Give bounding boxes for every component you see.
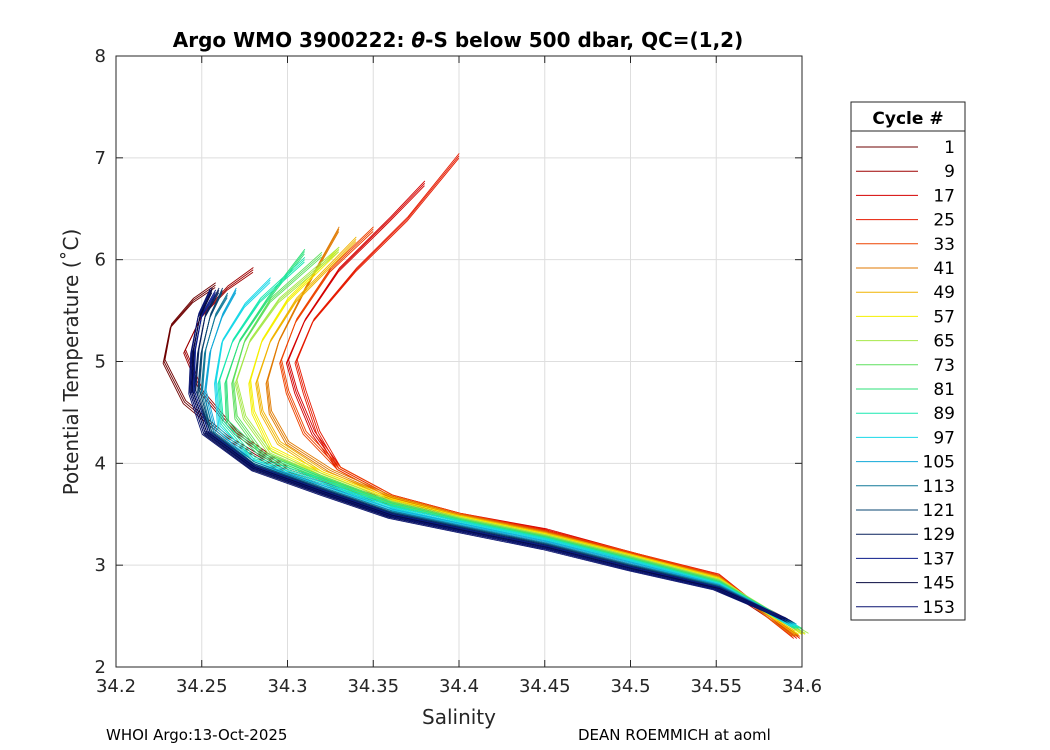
chart-title: Argo WMO 3900222: θ-S below 500 dbar, QC… (173, 28, 743, 52)
legend-label-cycle-137: 137 (923, 549, 955, 569)
legend-title: Cycle # (872, 109, 943, 129)
x-axis-label: Salinity (422, 705, 496, 729)
x-tick-label: 34.25 (176, 676, 228, 697)
footer-source: WHOI Argo:13-Oct-2025 (106, 726, 288, 744)
series-line-cycle-97 (215, 277, 799, 627)
legend-label-cycle-33: 33 (933, 235, 955, 255)
legend-label-cycle-89: 89 (933, 404, 955, 424)
series-line-cycle-137 (193, 289, 790, 621)
y-tick-label: 2 (95, 657, 106, 678)
x-tick-label: 34.4 (439, 676, 479, 697)
series-line-cycle-121 (198, 287, 794, 623)
series-line-cycle-57 (250, 246, 806, 635)
series-line-cycle-153 (189, 290, 784, 619)
series-line-cycle-49 (257, 236, 802, 635)
legend: Cycle # 1 9 17 25 33 41 49 57 65 73 81 89 97 105 113 12… (850, 101, 966, 621)
series-line-cycle-153 (188, 292, 781, 619)
x-tick-label: 34.45 (519, 676, 571, 697)
legend-entries: 1 9 17 25 33 41 49 57 65 73 81 89 97 105 113 121 129 137 1… (856, 138, 955, 618)
y-axis-label: Potential Temperature (˚C) (59, 229, 83, 496)
y-tick-label: 8 (95, 46, 106, 67)
series-line-cycle-105 (205, 287, 797, 625)
legend-label-cycle-49: 49 (933, 283, 955, 303)
x-tick-label: 34.6 (782, 676, 822, 697)
legend-label-cycle-73: 73 (933, 356, 955, 376)
legend-label-cycle-81: 81 (933, 380, 955, 400)
x-axis-ticks: 34.2 34.25 34.3 34.35 34.4 34.45 34.5 34.55 34.6 (96, 56, 822, 697)
x-tick-label: 34.5 (610, 676, 650, 697)
legend-label-cycle-145: 145 (923, 574, 955, 594)
series-line-cycle-81 (226, 248, 802, 629)
legend-label-cycle-105: 105 (923, 453, 955, 473)
y-tick-label: 7 (95, 148, 106, 169)
series-line-cycle-65 (236, 246, 809, 634)
series-line-cycle-89 (219, 256, 801, 629)
legend-box (850, 101, 966, 621)
series-layer (162, 153, 809, 639)
series-line-cycle-153 (190, 287, 787, 619)
x-tick-label: 34.2 (96, 676, 136, 697)
legend-label-cycle-9: 9 (944, 162, 955, 182)
legend-label-cycle-153: 153 (923, 598, 955, 618)
title-suffix: -S below 500 dbar, QC=(1,2) (425, 28, 743, 52)
x-tick-label: 34.3 (267, 676, 307, 697)
x-tick-label: 34.35 (347, 676, 399, 697)
legend-label-cycle-41: 41 (933, 259, 955, 279)
series-line-cycle-113 (202, 292, 796, 624)
y-tick-label: 6 (95, 250, 106, 271)
footer-credit: DEAN ROEMMICH at aoml (578, 726, 771, 744)
series-line-cycle-73 (233, 251, 804, 631)
title-prefix: Argo WMO 3900222: (173, 28, 412, 52)
legend-label-cycle-113: 113 (923, 477, 955, 497)
x-tick-label: 34.55 (690, 676, 742, 697)
legend-label-cycle-17: 17 (933, 186, 955, 206)
y-tick-label: 5 (95, 352, 106, 373)
series-line-cycle-145 (191, 287, 789, 620)
legend-label-cycle-57: 57 (933, 307, 955, 327)
legend-label-cycle-25: 25 (933, 211, 955, 231)
y-tick-label: 4 (95, 453, 106, 474)
legend-label-cycle-121: 121 (923, 501, 955, 521)
legend-label-cycle-97: 97 (933, 428, 955, 448)
title-theta: θ (411, 28, 425, 52)
series-line-cycle-33 (281, 226, 799, 637)
y-tick-label: 3 (95, 555, 106, 576)
y-axis-ticks: 2 3 4 5 6 7 8 (95, 46, 802, 678)
series-line-cycle-129 (195, 287, 792, 622)
legend-label-cycle-65: 65 (933, 332, 955, 352)
legend-label-cycle-1: 1 (944, 138, 955, 158)
legend-label-cycle-129: 129 (923, 525, 955, 545)
